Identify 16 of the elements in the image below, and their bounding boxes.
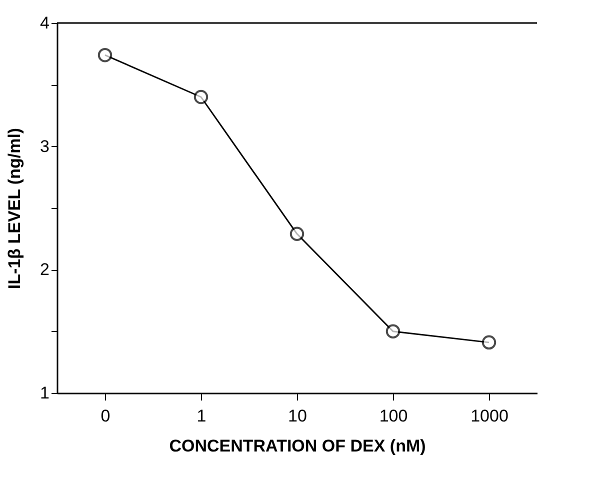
x-axis-title: CONCENTRATION OF DEX (nM) xyxy=(169,436,426,456)
point xyxy=(386,324,400,338)
x-tick-label: 1 xyxy=(196,406,206,426)
y-tick-label: 1 xyxy=(40,384,50,402)
y-tick-label: 2 xyxy=(40,260,50,280)
point xyxy=(98,48,112,62)
x-tick-label: 0 xyxy=(100,406,110,426)
point xyxy=(194,90,208,104)
y-axis-title: IL-1β LEVEL (ng/ml) xyxy=(5,128,24,290)
x-tick-label: 10 xyxy=(288,406,307,426)
y-tick-label: 3 xyxy=(40,136,50,156)
point xyxy=(482,335,496,350)
point xyxy=(290,226,304,242)
y-tick-label: 4 xyxy=(40,14,50,32)
x-tick-label: 100 xyxy=(379,406,408,426)
x-tick-label: 1000 xyxy=(470,406,508,426)
